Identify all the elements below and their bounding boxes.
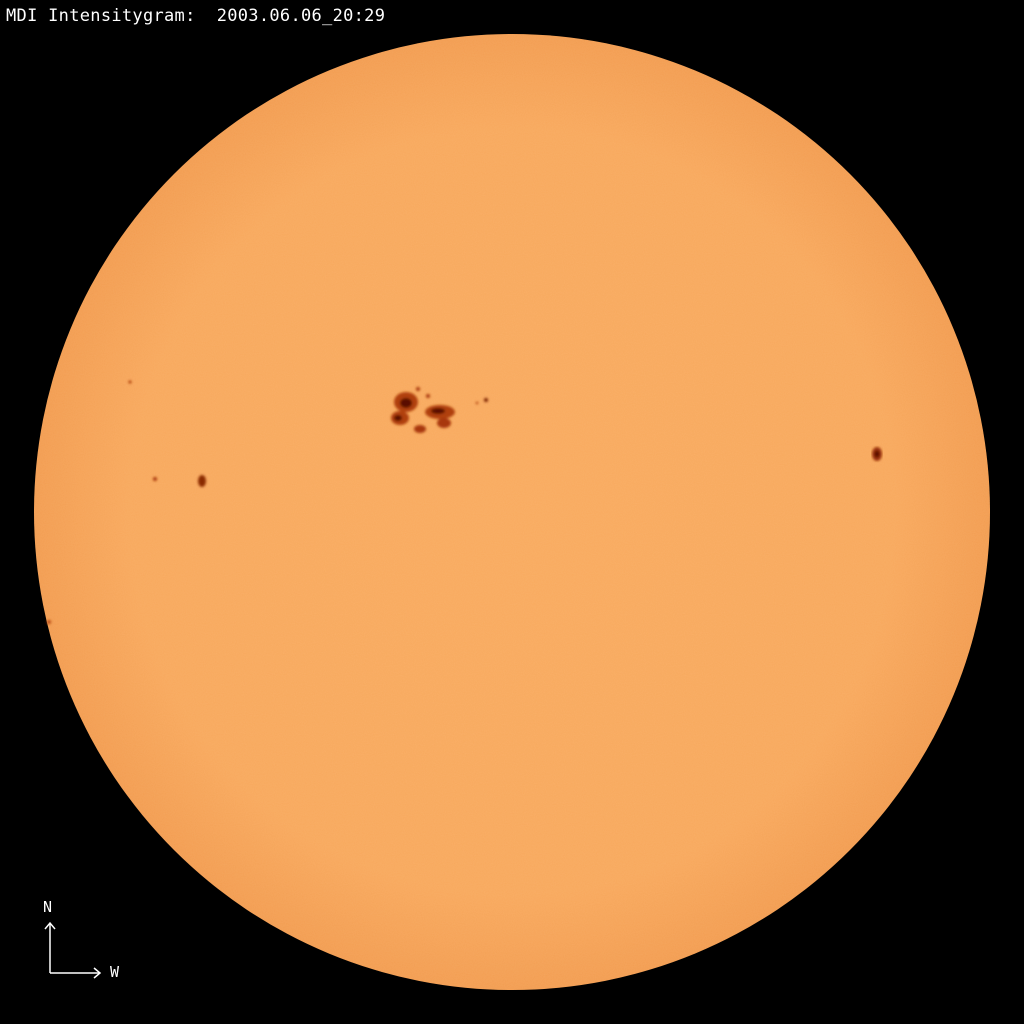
west-label: W: [110, 963, 120, 981]
granulation-texture: [34, 34, 990, 990]
sunspot-west: [872, 447, 882, 461]
image-title: MDI Intensitygram: 2003.06.06_20:29: [6, 6, 386, 26]
sunspot-group-main: [391, 387, 488, 433]
sunspot-east: [47, 380, 206, 624]
north-label: N: [43, 898, 53, 916]
compass-arrows: [44, 921, 102, 979]
